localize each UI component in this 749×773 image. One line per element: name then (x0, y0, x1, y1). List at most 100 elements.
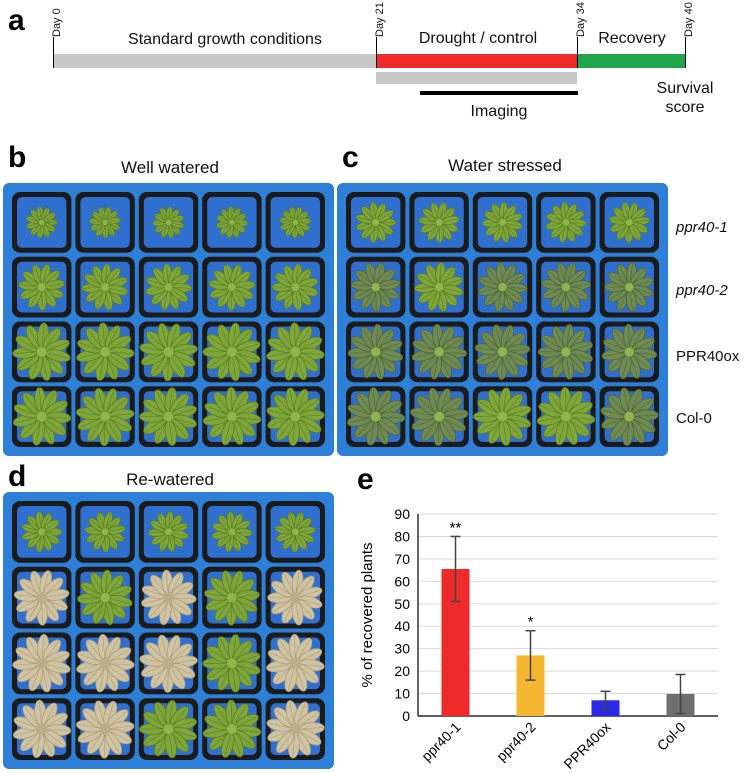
x-tick-label: ppr40-2 (493, 719, 539, 765)
panel-label-b: b (8, 141, 27, 174)
rosette (477, 262, 528, 312)
rosette (13, 570, 70, 626)
rosette (355, 201, 397, 243)
timeline-segment-growth (53, 54, 376, 68)
rosette (346, 387, 406, 446)
y-axis-label: % of recovered plants (359, 542, 376, 687)
title-water-stressed: Water stressed (448, 156, 562, 175)
recovery-bar-chart: 0 10 20 30 40 50 60 70 80 90 % of recovered plants… (359, 506, 718, 772)
rosette (204, 570, 260, 626)
rosette (25, 206, 59, 239)
rosette (411, 323, 468, 380)
rosette (12, 387, 72, 446)
rosette (141, 569, 197, 626)
day-40-label: Day 40 (683, 2, 695, 37)
rosette (215, 206, 249, 239)
rosette (608, 202, 650, 244)
rosette (12, 699, 72, 759)
rosette (536, 387, 596, 446)
y-tick-label: 50 (394, 596, 410, 612)
rosette (76, 388, 135, 447)
y-tick-label: 40 (394, 618, 410, 634)
tray-photo-re-watered (3, 492, 334, 769)
rosette (474, 324, 531, 380)
rosette (347, 323, 404, 380)
rosette (88, 206, 122, 239)
rosette (604, 262, 654, 313)
rosette (139, 323, 198, 382)
y-tick-label: 0 (402, 708, 410, 724)
genotype-label-ppr40-1: ppr40-1 (676, 219, 728, 236)
tray-photo-water-stressed (337, 183, 668, 456)
y-tick-label: 30 (394, 641, 410, 657)
y-tick-label: 90 (394, 506, 410, 522)
rosette (139, 634, 198, 693)
rosette (481, 201, 523, 243)
rosette (350, 262, 401, 313)
rosette (537, 324, 593, 380)
rosette (267, 569, 323, 626)
x-tick-label: PPR40ox (560, 719, 613, 772)
genotype-label-col0: Col-0 (676, 410, 712, 427)
panel-label-c: c (342, 141, 359, 174)
rosette (84, 511, 126, 553)
rosette (418, 202, 460, 244)
rosette (266, 633, 325, 692)
y-tick-label: 70 (394, 551, 410, 567)
rosette (545, 201, 587, 243)
significance-label: * (528, 614, 534, 631)
rosette (18, 264, 66, 311)
y-tick-label: 10 (394, 686, 410, 702)
rosette (410, 388, 469, 447)
y-tick-label: 60 (394, 573, 410, 589)
rosette (600, 387, 659, 447)
rosette (211, 511, 253, 553)
rosette (76, 633, 135, 693)
tray-photo-well-watered (3, 183, 334, 456)
rosette (266, 387, 325, 447)
rosette (202, 387, 262, 446)
timeline-segment-drought (376, 54, 577, 68)
rosette (147, 511, 189, 553)
rosette (76, 700, 135, 759)
rosette (541, 262, 591, 313)
tick-day-34 (577, 37, 578, 68)
segment-drought-label: Drought / control (418, 30, 538, 47)
y-tick-label: 20 (394, 663, 410, 679)
title-re-watered: Re-watered (126, 470, 214, 489)
rosette (208, 264, 256, 311)
x-tick-label: ppr40-1 (418, 719, 464, 765)
rosette (81, 263, 129, 311)
segment-recovery-label: Recovery (598, 30, 666, 47)
tick-day-0 (53, 37, 54, 68)
genotype-label-ppr40-2: ppr40-2 (676, 282, 728, 299)
genotype-label-ppr40ox: PPR40ox (676, 348, 740, 365)
survival-label-line2: score (665, 99, 705, 116)
rosette (139, 387, 197, 446)
x-tick-label: Col-0 (654, 719, 689, 754)
rosette (76, 322, 135, 381)
tick-day-21 (376, 37, 377, 68)
rosette (279, 206, 312, 239)
rosette (12, 633, 71, 693)
rosette (266, 322, 325, 381)
timeline-segment-recovery (577, 54, 685, 68)
rosette (202, 322, 261, 382)
rosette (266, 700, 325, 759)
rosette (202, 699, 262, 758)
rosette (12, 322, 71, 381)
day-0-label: Day 0 (51, 8, 63, 37)
rosette (271, 263, 319, 311)
imaging-bar (420, 91, 578, 95)
panel-label-e: e (357, 463, 374, 496)
significance-label: ** (450, 519, 462, 536)
panel-label-a: a (8, 4, 25, 37)
rosette (274, 511, 316, 553)
rosette (152, 206, 185, 239)
rosette (145, 263, 193, 311)
rosette (601, 323, 658, 380)
segment-growth-label: Standard growth conditions (128, 31, 322, 48)
rosette (77, 569, 133, 626)
imaging-label: Imaging (470, 103, 528, 120)
title-well-watered: Well watered (121, 158, 219, 177)
